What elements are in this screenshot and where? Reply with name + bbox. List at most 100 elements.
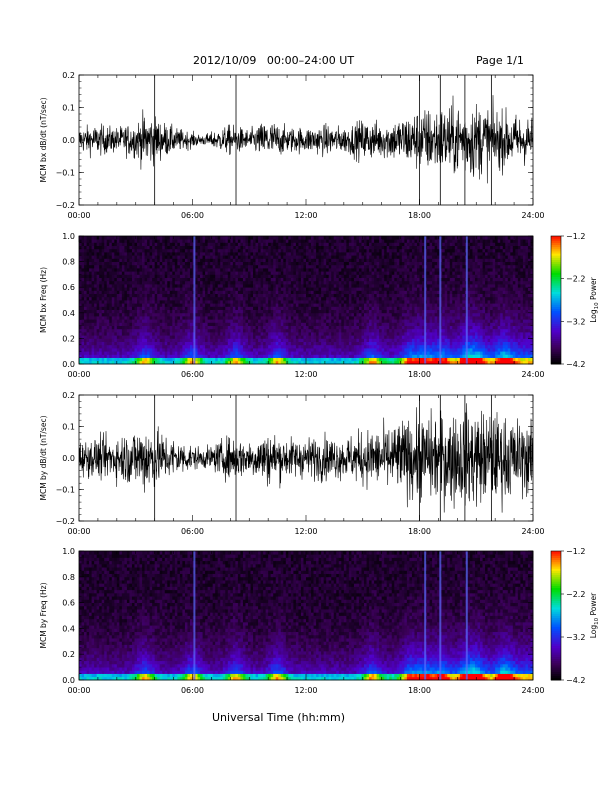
spectrogram-cell xyxy=(260,274,264,278)
spectrogram-cell xyxy=(131,271,135,275)
spectrogram-cell xyxy=(167,264,171,269)
spectrogram-cell xyxy=(202,239,206,243)
spectrogram-cell xyxy=(84,264,87,269)
spectrogram-cell xyxy=(336,255,340,259)
spectrogram-cell xyxy=(94,258,98,262)
spectrogram-cell xyxy=(364,348,367,352)
spectrogram-cell xyxy=(104,239,108,243)
spectrogram-cell xyxy=(328,319,332,323)
spectrogram-cell xyxy=(202,287,206,291)
spectrogram-cell xyxy=(200,357,203,362)
spectrogram-cell xyxy=(273,255,277,259)
spectrogram-cell xyxy=(89,268,93,272)
spectrogram-cell xyxy=(288,338,292,342)
spectrogram-cell xyxy=(162,351,166,355)
spectrogram-cell xyxy=(369,242,372,246)
spectrogram-cell xyxy=(364,296,367,301)
spectrogram-cell xyxy=(79,312,82,317)
spectrogram-cell xyxy=(104,309,108,314)
spectrogram-cell xyxy=(99,236,103,240)
spectrogram-cell xyxy=(215,245,219,250)
spectrogram-cell xyxy=(369,341,372,346)
spectrogram-cell xyxy=(268,258,272,262)
spectrogram-cell xyxy=(242,303,246,307)
spectrogram-cell xyxy=(152,248,156,253)
spectrogram-cell xyxy=(308,271,312,275)
spectrogram-cell xyxy=(356,300,360,304)
spectrogram-cell xyxy=(227,335,231,339)
spectrogram-cell xyxy=(174,354,178,358)
spectrogram-cell xyxy=(376,242,380,246)
spectrogram-cell xyxy=(167,328,171,333)
spectrogram-cell xyxy=(99,300,103,304)
spectrogram-cell xyxy=(255,344,259,349)
spectrogram-cell xyxy=(79,341,82,346)
spectrogram-cell xyxy=(215,261,219,266)
spectrogram-cell xyxy=(323,338,327,342)
spectrogram-cell xyxy=(222,341,226,346)
spectrogram-cell xyxy=(81,268,85,272)
spectrogram-cell xyxy=(149,328,153,333)
spectrogram-cell xyxy=(374,319,378,323)
spectrogram-cell xyxy=(331,322,335,326)
spectrogram-cell xyxy=(283,312,287,317)
spectrogram-cell xyxy=(235,316,239,320)
spectrogram-cell xyxy=(321,252,325,256)
spectrogram-cell xyxy=(341,316,345,320)
spectrogram-cell xyxy=(86,271,90,275)
spectrogram-cell xyxy=(154,271,158,275)
spectrogram-cell xyxy=(184,296,188,301)
spectrogram-cell xyxy=(126,357,130,362)
spectrogram-cell xyxy=(184,264,188,269)
spectrogram-cell xyxy=(283,255,287,259)
spectrogram-cell xyxy=(293,309,297,314)
spectrogram-cell xyxy=(207,280,211,285)
spectrogram-cell xyxy=(379,277,383,282)
spectrogram-cell xyxy=(384,290,388,294)
spectrogram-cell xyxy=(268,303,272,307)
spectrogram-cell xyxy=(306,248,309,253)
spectrogram-cell xyxy=(157,258,161,262)
spectrogram-cell xyxy=(240,351,244,355)
spectrogram-cell xyxy=(177,293,181,298)
spectrogram-cell xyxy=(250,303,254,307)
spectrogram-cell xyxy=(273,309,277,314)
spectrogram-cell xyxy=(306,319,309,323)
spectrogram-cell xyxy=(318,248,322,253)
spectrogram-cell xyxy=(142,354,145,358)
spectrogram-cell xyxy=(268,351,272,355)
spectrogram-cell xyxy=(381,338,385,342)
spectrogram-cell xyxy=(142,306,145,310)
spectrogram-cell xyxy=(144,248,148,253)
spectrogram-cell xyxy=(169,290,173,294)
spectrogram-cell xyxy=(260,255,264,259)
spectrogram-cell xyxy=(215,280,219,285)
spectrogram-cell xyxy=(215,271,219,275)
spectrogram-cell xyxy=(351,245,355,250)
spectrogram-cell xyxy=(273,239,277,243)
spectrogram-cell xyxy=(331,236,335,240)
spectrogram-cell xyxy=(265,236,269,240)
spectrogram-cell xyxy=(195,287,198,291)
spectrogram-cell xyxy=(212,242,216,246)
spectrogram-cell xyxy=(285,293,289,298)
spectrogram-cell xyxy=(131,261,135,266)
spectrogram-cell xyxy=(162,354,166,358)
spectrogram-cell xyxy=(268,280,272,285)
spectrogram-cell xyxy=(96,348,100,352)
spectrogram-cell xyxy=(116,248,120,253)
spectrogram-cell xyxy=(157,245,161,250)
spectrogram-cell xyxy=(369,306,372,310)
spectrogram-cell xyxy=(174,360,178,365)
spectrogram-cell xyxy=(369,300,372,304)
spectrogram-cell xyxy=(81,274,85,278)
spectrogram-cell xyxy=(343,271,347,275)
spectrogram-cell xyxy=(242,293,246,298)
spectrogram-cell xyxy=(154,255,158,259)
spectrogram-cell xyxy=(134,357,138,362)
spectrogram-cell xyxy=(348,335,352,339)
spectrogram-cell xyxy=(116,338,120,342)
spectrogram-cell xyxy=(230,296,234,301)
spectrogram-cell xyxy=(182,316,186,320)
spectrogram-cell xyxy=(240,271,244,275)
